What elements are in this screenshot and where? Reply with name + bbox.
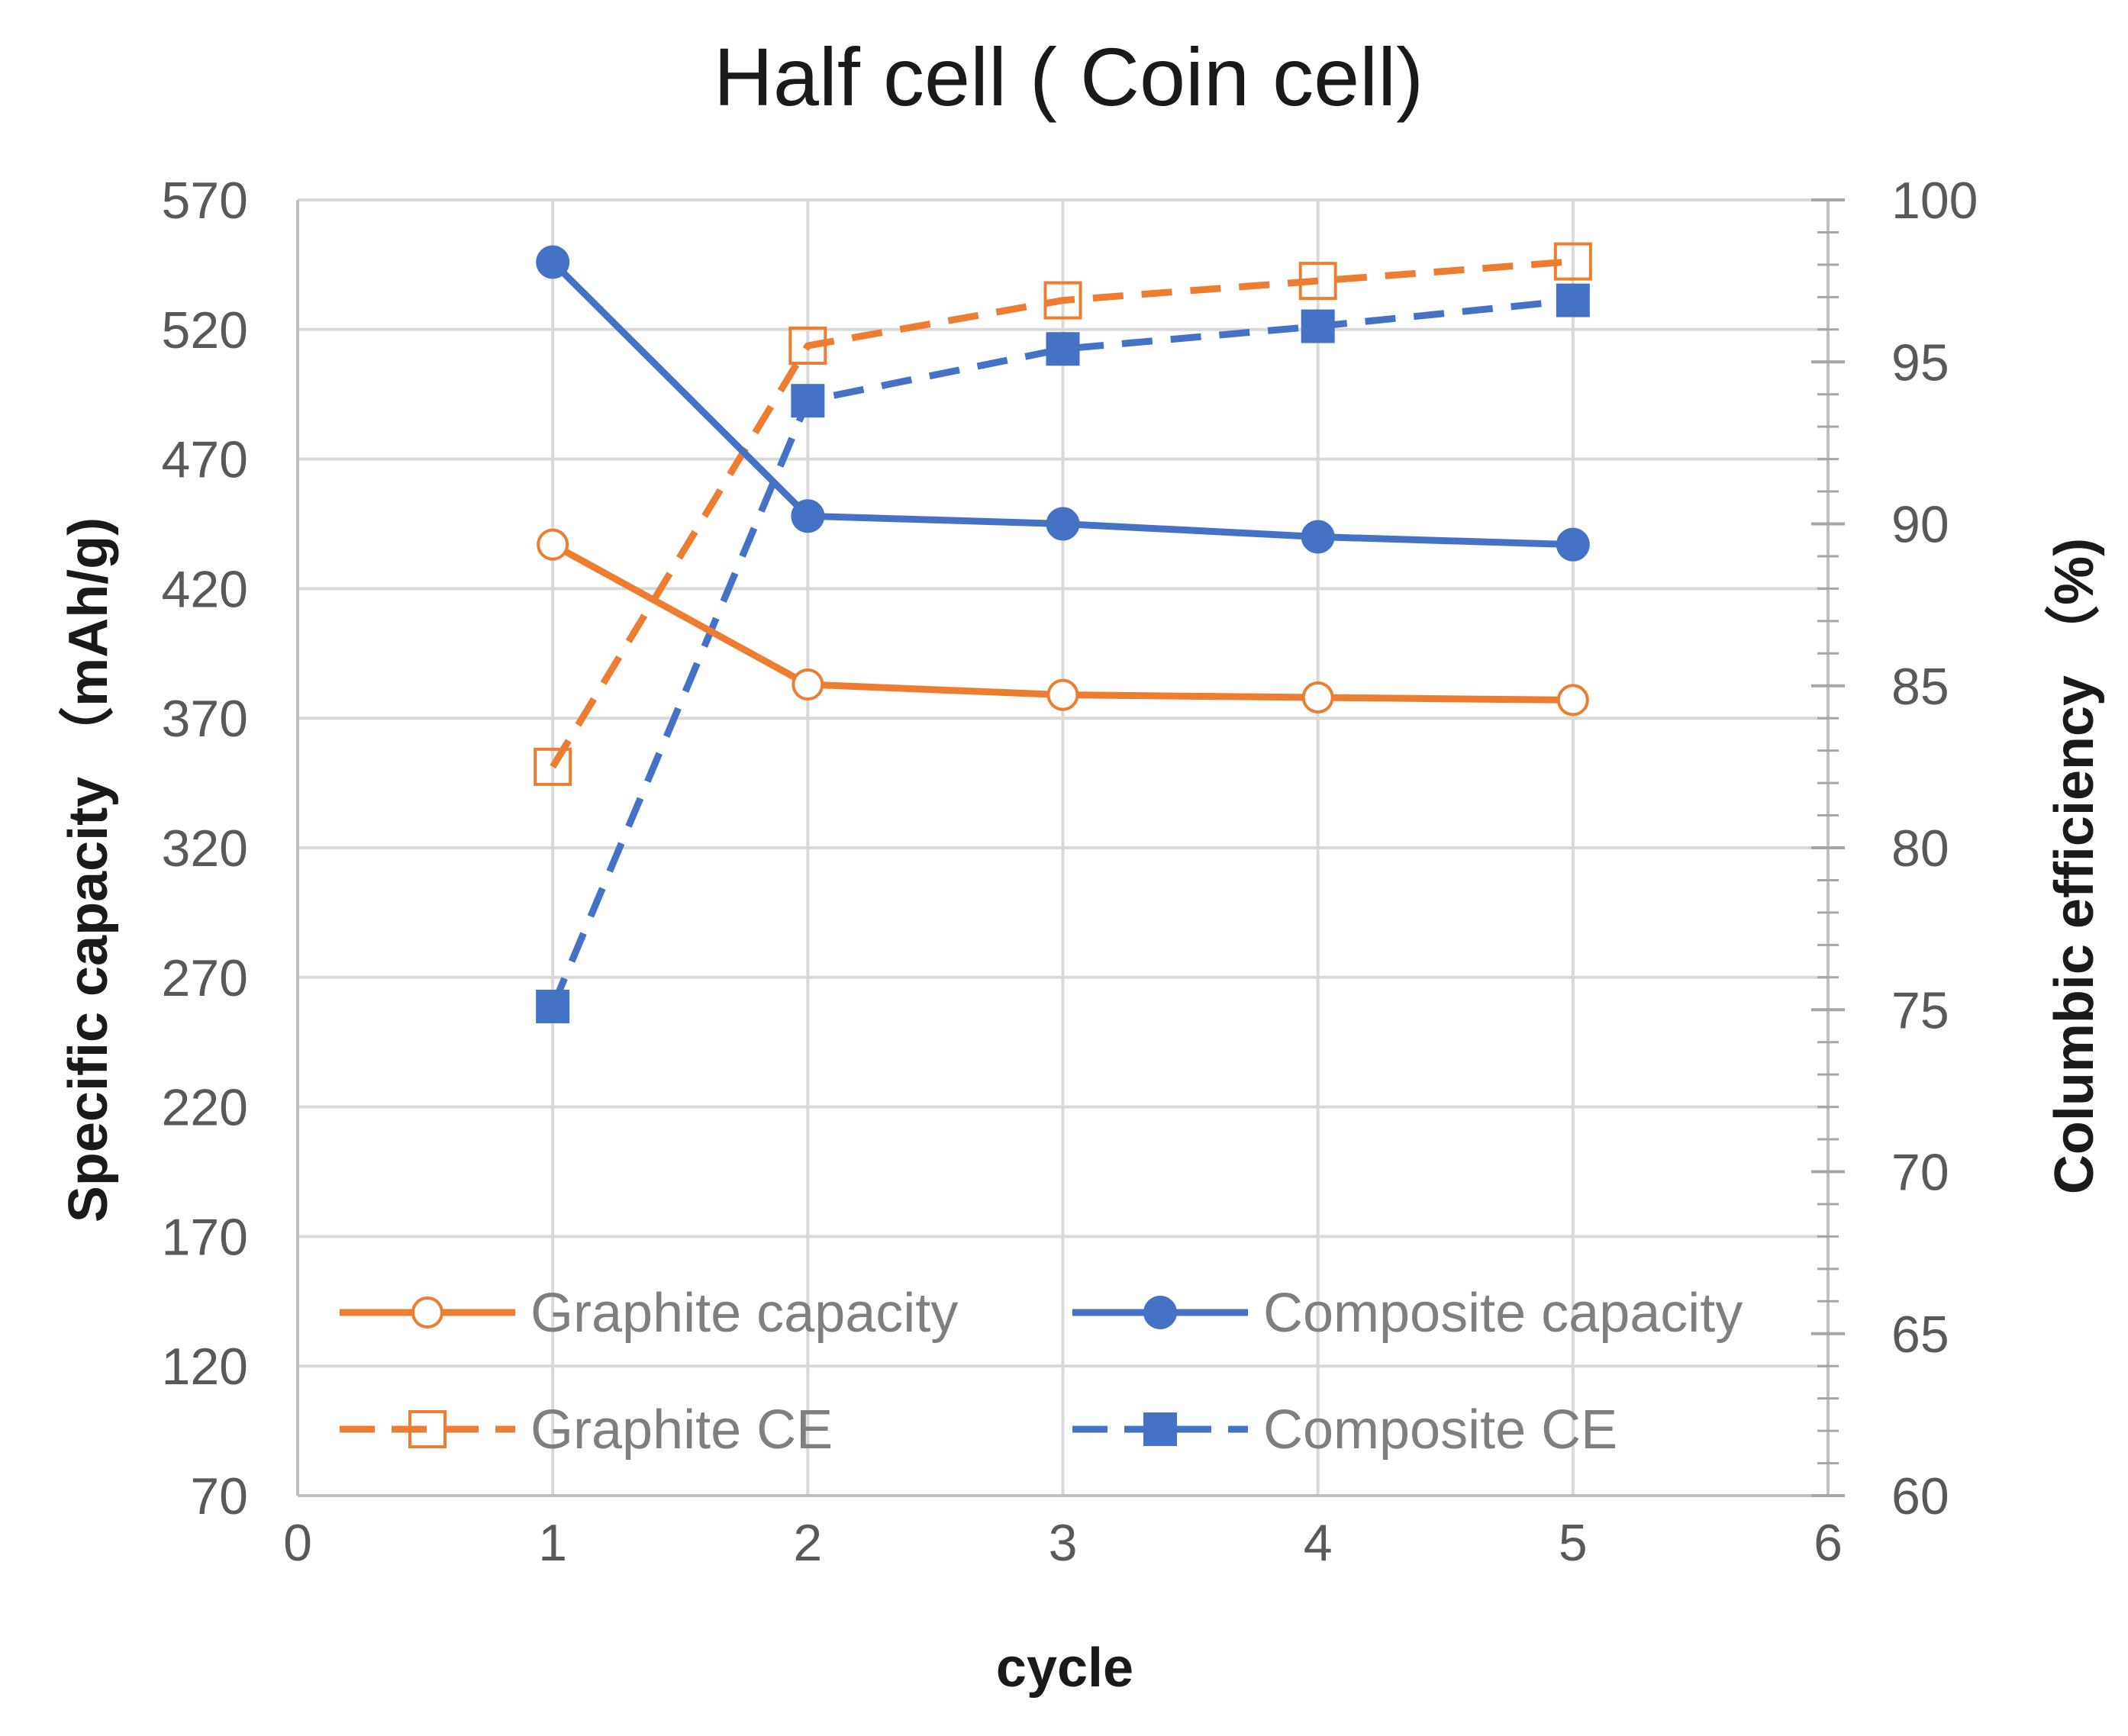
x-tick-label: 5 [1559, 1514, 1588, 1572]
y-axis-title: Specific capacity （mAh/g) [58, 517, 119, 1222]
data-point [791, 499, 825, 533]
data-point [1046, 507, 1080, 541]
series-composite-capacity [536, 245, 1590, 562]
legend-item: Composite capacity [1072, 1283, 1743, 1344]
x-tick-label: 4 [1304, 1514, 1333, 1572]
y-tick-label: 70 [190, 1467, 248, 1525]
series-graphite-ce [534, 242, 1592, 786]
legend-label: Composite capacity [1263, 1283, 1743, 1344]
y-tick-label: 170 [162, 1208, 248, 1266]
y-tick-label: 220 [162, 1079, 248, 1137]
data-point [1046, 678, 1079, 711]
x-axis-title: cycle [996, 1638, 1133, 1699]
data-point [536, 245, 570, 279]
legend: Graphite capacity Composite capacity Graph… [340, 1283, 1743, 1461]
y-tick-label: 370 [162, 690, 248, 748]
series-line [550, 258, 1574, 769]
y-tick-label: 270 [162, 949, 248, 1007]
legend-label: Graphite CE [530, 1399, 833, 1461]
data-point [537, 528, 569, 561]
series-graphite-capacity [537, 528, 1589, 717]
y2-tick-label: 90 [1891, 496, 1949, 554]
data-point [1556, 684, 1589, 717]
legend-marker [1143, 1412, 1177, 1446]
y2-tick-label: 85 [1891, 658, 1949, 716]
y2-tick-label: 60 [1891, 1467, 1949, 1525]
legend-marker [411, 1296, 443, 1329]
legend-item: Graphite capacity [340, 1283, 958, 1344]
y2-tick-label: 80 [1891, 820, 1949, 878]
legend-marker [408, 1410, 447, 1448]
y2-tick-label: 95 [1891, 333, 1949, 391]
x-tick-label: 3 [1049, 1514, 1078, 1572]
data-point [792, 668, 824, 701]
y2-tick-label: 70 [1891, 1144, 1949, 1202]
data-point [1298, 262, 1337, 301]
y-tick-label: 420 [162, 560, 248, 618]
y2-tick-label: 65 [1891, 1306, 1949, 1364]
y2-axis-title: Columbic efficiency （%) [2044, 538, 2105, 1194]
chart-title: Half cell ( Coin cell) [714, 31, 1424, 123]
x-tick-label: 1 [538, 1514, 567, 1572]
x-tick-label: 2 [793, 1514, 822, 1572]
y-tick-label: 320 [162, 820, 248, 878]
y-tick-label: 470 [162, 431, 248, 489]
data-point [1046, 332, 1080, 366]
legend-item: Composite CE [1072, 1399, 1617, 1461]
y2-tick-label: 100 [1891, 172, 1978, 230]
legend-label: Graphite capacity [530, 1283, 958, 1344]
legend-label: Composite CE [1263, 1399, 1617, 1461]
x-tick-label: 0 [283, 1514, 312, 1572]
data-point [788, 327, 827, 366]
y-tick-label: 570 [162, 172, 248, 230]
y-tick-label: 520 [162, 301, 248, 359]
data-point [1301, 681, 1334, 714]
y2-tick-label: 75 [1891, 981, 1949, 1039]
data-point [791, 384, 825, 418]
data-point [1301, 309, 1335, 343]
data-point [1043, 281, 1082, 320]
legend-marker [1143, 1296, 1177, 1329]
data-point [1556, 283, 1590, 317]
y-tick-label: 120 [162, 1338, 248, 1396]
data-point [1556, 527, 1590, 562]
data-point [1301, 520, 1335, 554]
legend-item: Graphite CE [340, 1399, 833, 1461]
data-point [536, 990, 570, 1024]
plot-area [534, 242, 1592, 1024]
x-tick-label: 6 [1814, 1514, 1843, 1572]
data-point [1553, 242, 1592, 281]
series-composite-ce [536, 283, 1590, 1024]
data-point [534, 747, 572, 786]
